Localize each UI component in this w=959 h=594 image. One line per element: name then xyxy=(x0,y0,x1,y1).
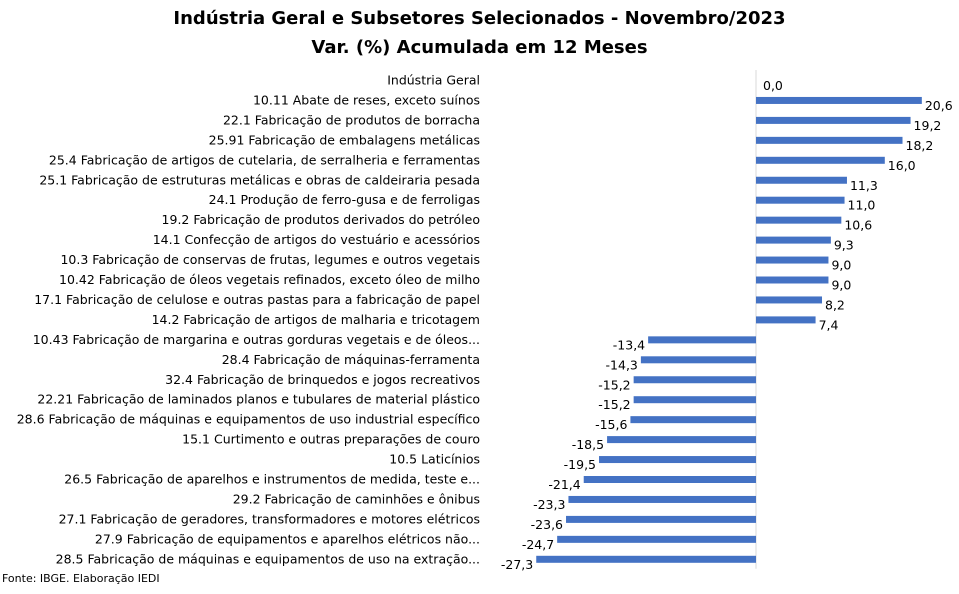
category-label: 15.1 Curtimento e outras preparações de … xyxy=(182,432,480,447)
category-label: 29.2 Fabricação de caminhões e ônibus xyxy=(233,491,480,506)
category-label: 22.1 Fabricação de produtos de borracha xyxy=(223,112,480,127)
data-label: -21,4 xyxy=(548,477,580,492)
bar xyxy=(566,515,756,523)
bars xyxy=(536,96,922,563)
data-label: 0,0 xyxy=(763,78,783,93)
category-label: 10.42 Fabricação de óleos vegetais refin… xyxy=(59,272,480,287)
data-label: 11,3 xyxy=(850,178,878,193)
bar xyxy=(756,296,823,304)
data-label: 18,2 xyxy=(906,138,934,153)
category-label: 14.2 Fabricação de artigos de malharia e… xyxy=(152,312,480,327)
category-label: 10.3 Fabricação de conservas de frutas, … xyxy=(60,252,480,267)
data-label: -14,3 xyxy=(606,357,638,372)
data-label: 9,3 xyxy=(834,238,854,253)
bar xyxy=(756,216,842,224)
category-label: 28.4 Fabricação de máquinas-ferramenta xyxy=(222,352,480,367)
category-label: 19.2 Fabricação de produtos derivados do… xyxy=(162,212,480,227)
bar xyxy=(756,116,911,124)
bar xyxy=(557,535,756,543)
data-label: 20,6 xyxy=(925,98,953,113)
bar xyxy=(756,236,831,244)
bar xyxy=(630,416,756,424)
bar xyxy=(607,436,756,444)
bar xyxy=(599,456,756,464)
data-label: -23,6 xyxy=(531,517,563,532)
category-label: 32.4 Fabricação de brinquedos e jogos re… xyxy=(165,372,480,387)
category-label: 25.4 Fabricação de artigos de cutelaria,… xyxy=(49,152,480,167)
chart-title: Indústria Geral e Subsetores Selecionado… xyxy=(173,8,786,29)
category-label: 25.91 Fabricação de embalagens metálicas xyxy=(209,132,480,147)
category-label: 17.1 Fabricação de celulose e outras pas… xyxy=(34,292,480,307)
bar xyxy=(536,555,756,563)
data-label: 8,2 xyxy=(825,297,845,312)
bar xyxy=(633,396,756,404)
data-label: -15,2 xyxy=(598,397,630,412)
chart-subtitle: Var. (%) Acumulada em 12 Meses xyxy=(311,37,648,58)
category-labels: Indústria Geral 10.11 Abate de reses, exc… xyxy=(17,73,480,567)
data-label: -19,5 xyxy=(564,457,596,472)
data-label: -18,5 xyxy=(572,437,604,452)
data-label: 16,0 xyxy=(888,158,916,173)
bar xyxy=(756,196,845,204)
category-label: 26.5 Fabricação de aparelhos e instrumen… xyxy=(64,472,480,487)
bar xyxy=(583,476,756,483)
category-label: 28.6 Fabricação de máquinas e equipament… xyxy=(17,412,480,427)
category-label: 22.21 Fabricação de laminados planos e t… xyxy=(37,392,480,407)
value-labels: 0,0 20,6 19,2 18,2 16,0 11,3 11,0 10,6 9,3 9,0 9,0… xyxy=(501,78,953,572)
data-label: -23,3 xyxy=(533,497,565,512)
data-label: 9,0 xyxy=(831,258,851,273)
bar xyxy=(756,136,903,144)
bar xyxy=(756,276,829,284)
category-label: 25.1 Fabricação de estruturas metálicas … xyxy=(39,172,480,187)
source-note: Fonte: IBGE. Elaboração IEDI xyxy=(2,572,160,585)
category-label: 27.1 Fabricação de geradores, transforma… xyxy=(59,511,480,526)
category-label: 14.1 Confecção de artigos do vestuário e… xyxy=(153,232,480,247)
bar xyxy=(568,495,756,503)
category-label: 10.43 Fabricação de margarina e outras g… xyxy=(33,332,480,347)
data-label: 19,2 xyxy=(914,118,942,133)
data-label: 10,6 xyxy=(844,218,872,233)
bar xyxy=(756,96,922,104)
data-label: -27,3 xyxy=(501,557,533,572)
category-label: 24.1 Produção de ferro-gusa e de ferroli… xyxy=(209,192,480,207)
category-label: 28.5 Fabricação de máquinas e equipament… xyxy=(56,551,480,566)
data-label: 7,4 xyxy=(819,317,839,332)
bar xyxy=(756,156,885,164)
bar xyxy=(633,376,756,384)
bar xyxy=(756,316,816,324)
category-label: 10.11 Abate de reses, exceto suínos xyxy=(253,92,480,107)
data-label: 11,0 xyxy=(848,198,876,213)
category-label: 10.5 Laticínios xyxy=(389,452,480,467)
data-label: -24,7 xyxy=(522,537,554,552)
data-label: 9,0 xyxy=(831,278,851,293)
category-label: 27.9 Fabricação de equipamentos e aparel… xyxy=(95,531,480,546)
data-label: -13,4 xyxy=(613,337,645,352)
bar xyxy=(640,356,756,364)
category-label: Indústria Geral xyxy=(387,73,480,88)
bar xyxy=(756,256,829,264)
bar xyxy=(648,336,756,344)
data-label: -15,6 xyxy=(595,417,627,432)
bar xyxy=(756,176,847,184)
data-label: -15,2 xyxy=(598,377,630,392)
